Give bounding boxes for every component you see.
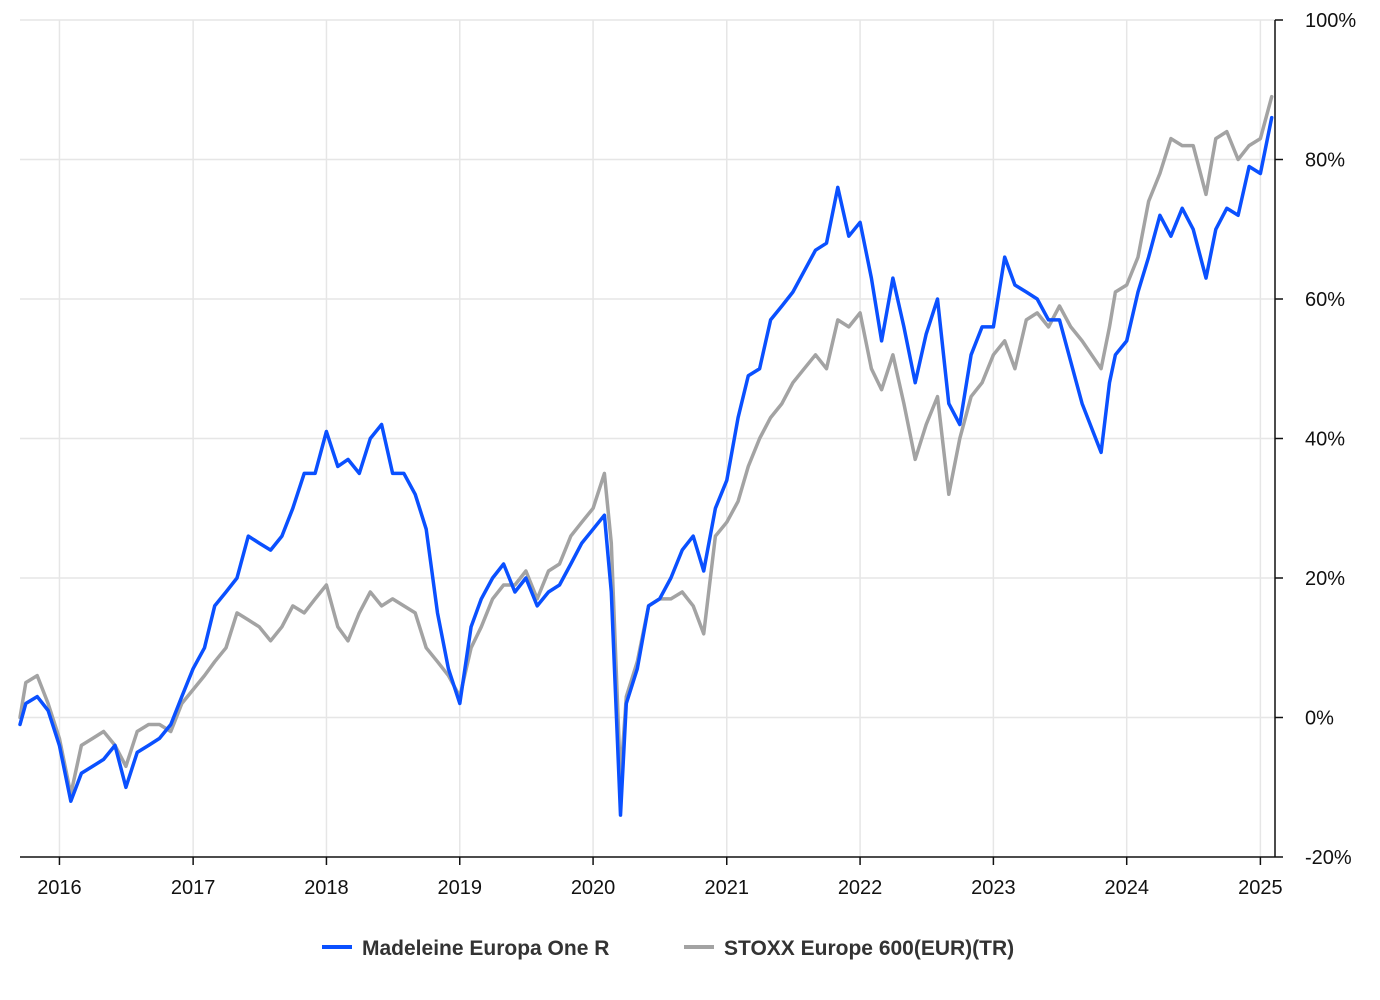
legend: Madeleine Europa One R STOXX Europe 600(E… (322, 937, 1014, 960)
y-tick-label: 40% (1305, 429, 1345, 451)
x-tick-label: 2025 (1238, 877, 1283, 899)
x-tick-label: 2020 (571, 877, 616, 899)
x-tick-label: 2017 (171, 877, 216, 899)
grid (20, 19, 1275, 857)
x-tick-label: 2018 (304, 877, 349, 899)
y-tick-label: 80% (1305, 150, 1345, 172)
x-tick-label: 2019 (438, 877, 483, 899)
legend-label: STOXX Europe 600(EUR)(TR) (724, 937, 1014, 960)
series-line-madeleine-europa-one-r (18, 115, 1274, 817)
y-tick-label: 100% (1305, 10, 1356, 32)
legend-label: Madeleine Europa One R (362, 937, 609, 960)
x-tick-label: 2023 (971, 877, 1016, 899)
y-tick-label: -20% (1305, 847, 1352, 869)
y-tick-label: 20% (1305, 568, 1345, 590)
x-tick-label: 2016 (37, 877, 82, 899)
x-tick-label: 2024 (1104, 877, 1149, 899)
y-tick-label: 0% (1305, 708, 1334, 730)
x-tick-label: 2021 (705, 877, 750, 899)
series-lines (18, 94, 1274, 817)
y-tick-label: 60% (1305, 289, 1345, 311)
series-line-stoxx-europe-600-eur-tr (18, 94, 1274, 796)
axes: -20% 0% 20% 40% 60% 80% 100% 2016 2017 2018 2019 20… (20, 10, 1356, 899)
x-tick-label: 2022 (838, 877, 883, 899)
